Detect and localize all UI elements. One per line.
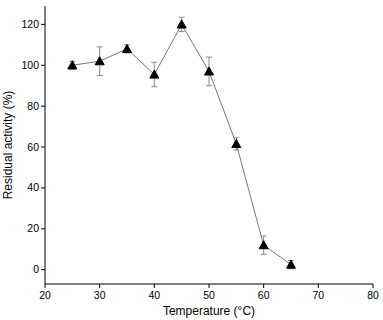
data-point — [177, 20, 186, 28]
y-tick-label: 40 — [27, 181, 39, 193]
x-tick-label: 20 — [39, 289, 51, 301]
x-tick-label: 70 — [312, 289, 324, 301]
error-cap — [179, 31, 185, 32]
data-point — [205, 67, 214, 75]
x-tick-label: 40 — [148, 289, 160, 301]
x-tick-label: 80 — [367, 289, 379, 301]
plot-area — [68, 17, 296, 268]
x-tick — [209, 284, 210, 288]
chart: 20 30 40 50 60 70 80 0 20 40 60 80 100 120 Temperature… — [0, 0, 383, 320]
data-point — [95, 57, 104, 65]
data-line — [72, 24, 291, 264]
y-tick-label: 60 — [27, 141, 39, 153]
y-tick — [41, 187, 45, 188]
data-point — [68, 61, 77, 69]
x-tick-label: 60 — [258, 289, 270, 301]
error-cap — [97, 46, 103, 47]
y-tick-label: 80 — [27, 100, 39, 112]
error-cap — [179, 17, 185, 18]
x-tick — [99, 284, 100, 288]
data-point — [287, 260, 296, 268]
error-cap — [233, 137, 239, 138]
error-cap — [151, 86, 157, 87]
x-tick — [318, 284, 319, 288]
x-tick — [154, 284, 155, 288]
y-tick — [41, 228, 45, 229]
y-tick-label: 20 — [27, 222, 39, 234]
error-cap — [233, 150, 239, 151]
x-tick — [45, 284, 46, 288]
x-axis-label: Temperature (°C) — [163, 304, 255, 318]
error-cap — [206, 57, 212, 58]
y-axis — [45, 6, 46, 284]
error-cap — [206, 85, 212, 86]
error-cap — [151, 62, 157, 63]
error-cap — [97, 75, 103, 76]
y-tick — [41, 65, 45, 66]
data-point — [259, 241, 268, 249]
y-tick-label: 120 — [21, 18, 39, 30]
y-tick-label: 0 — [33, 263, 39, 275]
x-tick-label: 30 — [94, 289, 106, 301]
y-tick — [41, 106, 45, 107]
error-cap — [261, 235, 267, 236]
y-tick — [41, 24, 45, 25]
y-tick — [41, 269, 45, 270]
data-point — [123, 44, 132, 52]
x-tick-label: 50 — [203, 289, 215, 301]
x-tick — [263, 284, 264, 288]
data-point — [232, 139, 241, 147]
y-tick-label: 100 — [21, 59, 39, 71]
x-tick — [373, 284, 374, 288]
error-cap — [261, 254, 267, 255]
data-point — [150, 70, 159, 78]
y-axis-label: Residual activity (%) — [1, 91, 15, 200]
y-tick — [41, 147, 45, 148]
